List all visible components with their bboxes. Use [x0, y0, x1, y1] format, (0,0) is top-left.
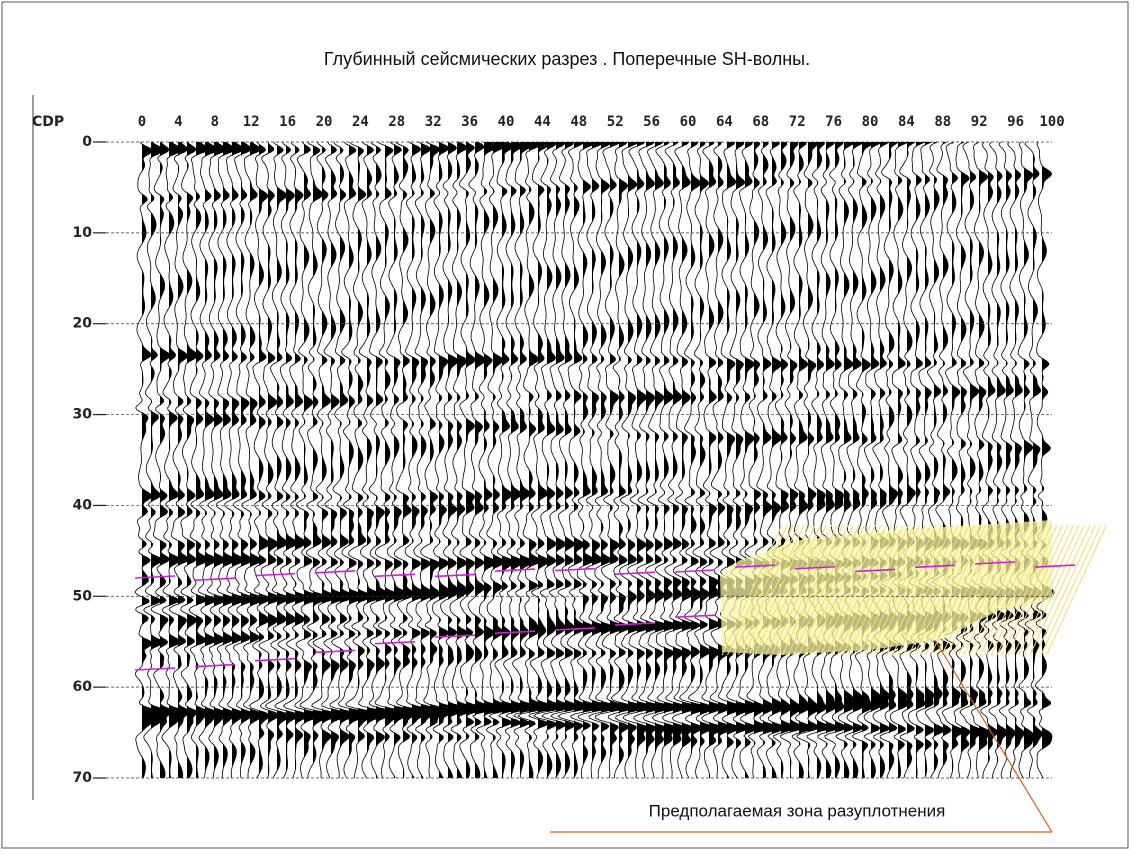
x-tick-label: 24 [352, 114, 369, 130]
x-tick-label: 28 [388, 114, 405, 130]
x-tick-label: 52 [607, 114, 624, 130]
x-tick-label: 64 [716, 114, 733, 130]
x-tick-label: 68 [752, 114, 769, 130]
x-tick-label: 80 [862, 114, 879, 130]
page: Глубинный сейсмических разрез . Поперечн… [0, 0, 1135, 850]
annotation: Предполагаемая зона разуплотнения [649, 801, 946, 820]
x-tick-label: 32 [425, 114, 442, 130]
x-tick-label: 16 [279, 114, 296, 130]
x-tick-label: 84 [898, 114, 915, 130]
x-tick-label: 72 [789, 114, 806, 130]
x-tick-label: 76 [825, 114, 842, 130]
y-tick-label: 70 [73, 770, 93, 786]
x-tick-label: 0 [138, 114, 146, 130]
x-tick-label: 40 [498, 114, 515, 130]
x-tick-label: 44 [534, 114, 551, 130]
y-tick-label: 20 [73, 316, 93, 332]
x-tick-label: 20 [316, 114, 333, 130]
y-tick-label: 50 [73, 588, 93, 604]
y-tick-label: 10 [73, 225, 93, 241]
x-tick-label: 4 [174, 114, 182, 130]
x-tick-label: 92 [971, 114, 988, 130]
x-tick-label: 48 [570, 114, 587, 130]
x-tick-label: 12 [243, 114, 260, 130]
x-tick-label: 56 [643, 114, 660, 130]
y-tick-label: 40 [73, 497, 93, 513]
x-tick-label: 8 [211, 114, 219, 130]
x-axis-label: CDP [32, 114, 64, 130]
x-tick-label: 60 [680, 114, 697, 130]
x-tick-label: 100 [1039, 114, 1064, 130]
x-tick-label: 36 [461, 114, 478, 130]
title: Глубинный сейсмических разрез . Поперечн… [324, 49, 810, 69]
x-tick-label: 88 [934, 114, 951, 130]
y-tick-label: 60 [73, 679, 93, 695]
y-tick-label: 0 [82, 134, 92, 150]
x-tick-label: 96 [1007, 114, 1024, 130]
y-tick-label: 30 [73, 407, 93, 423]
